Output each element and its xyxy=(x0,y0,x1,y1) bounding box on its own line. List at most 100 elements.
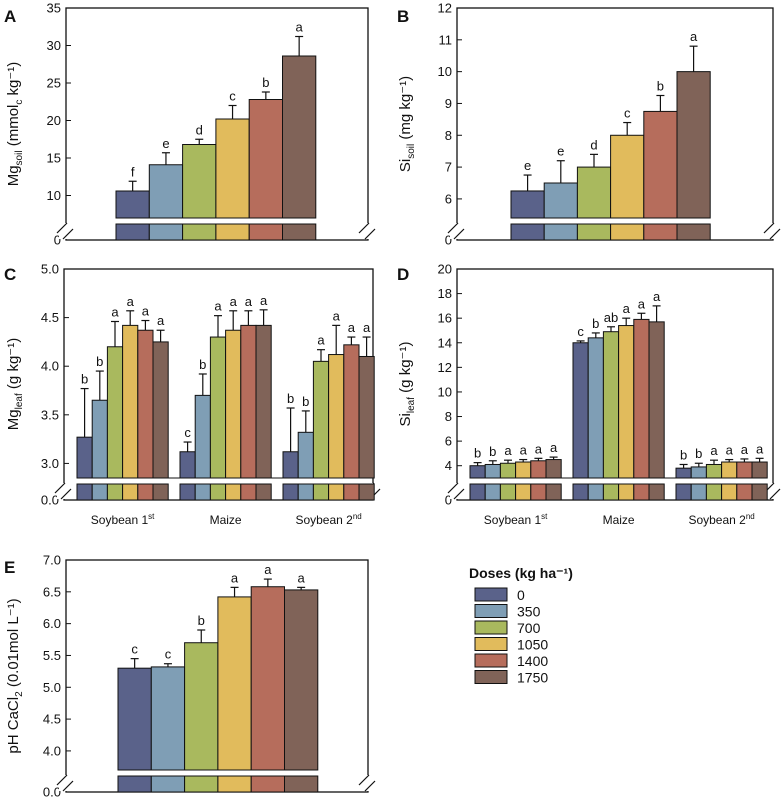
significance-letter: a xyxy=(504,443,512,458)
bar-stub xyxy=(736,483,753,501)
bar xyxy=(117,667,152,771)
category-label: Maize xyxy=(210,513,242,527)
bar xyxy=(184,642,219,771)
y-tick-label: 7.0 xyxy=(43,553,61,568)
y-tick-label: 9 xyxy=(445,96,452,111)
y-tick-label: 20 xyxy=(47,113,61,128)
significance-letter: c xyxy=(184,425,191,440)
category-label: Soybean 2nd xyxy=(688,512,754,527)
legend-label: 1400 xyxy=(517,653,548,669)
axis-break-mark xyxy=(358,222,370,234)
significance-letter: a xyxy=(363,320,371,335)
bar-stub xyxy=(106,483,124,501)
significance-letter: a xyxy=(127,294,135,309)
bar xyxy=(515,461,532,479)
y-axis-label: Sisoil (mg kg⁻¹) xyxy=(397,76,417,172)
bar-stub xyxy=(543,223,578,241)
significance-letter: a xyxy=(741,442,749,457)
bar xyxy=(122,324,139,479)
y-tick-label: 25 xyxy=(47,76,61,91)
y-tick-label: 16 xyxy=(438,311,452,326)
significance-letter: a xyxy=(231,570,239,585)
y-tick-label: 3.0 xyxy=(41,456,59,471)
significance-letter: b xyxy=(262,75,269,90)
bar-stub xyxy=(297,483,314,501)
significance-letter: a xyxy=(348,320,356,335)
significance-letter: a xyxy=(317,333,325,348)
significance-letter: c xyxy=(229,89,236,104)
bar-stub xyxy=(576,223,612,241)
panel-e: E 4.0 4.5 5.0 5.5 6.0 6.5 7.0 0.0 pH CaCl2 (0.01m… xyxy=(4,553,376,798)
bar xyxy=(572,342,589,479)
bar xyxy=(76,436,93,479)
axis-break-mark xyxy=(56,222,68,234)
y-tick-label: 15 xyxy=(47,151,61,166)
axis-break-mark xyxy=(769,228,781,240)
significance-letter: b xyxy=(474,446,481,461)
bar xyxy=(255,324,272,479)
legend-label: 1750 xyxy=(517,670,548,686)
y-tick-label: 0.0 xyxy=(41,493,59,508)
bar xyxy=(328,354,345,479)
significance-letter: a xyxy=(653,289,661,304)
bar-stub xyxy=(209,483,227,501)
significance-letter: d xyxy=(196,122,203,137)
bar xyxy=(602,331,620,479)
category-label: Maize xyxy=(603,513,635,527)
bar xyxy=(194,394,211,479)
bar-stub xyxy=(217,775,252,793)
bar xyxy=(499,462,517,479)
bar-stub xyxy=(602,483,620,501)
significance-letter: a xyxy=(520,443,528,458)
bar xyxy=(530,460,547,479)
y-tick-label: 7 xyxy=(445,160,452,175)
significance-letter: b xyxy=(695,446,702,461)
bar-stub xyxy=(150,775,186,793)
bar-stub xyxy=(675,483,692,501)
bar-stub xyxy=(705,483,723,501)
legend-label: 1050 xyxy=(517,637,548,653)
y-tick-label: 12 xyxy=(438,1,452,16)
bar xyxy=(179,451,196,479)
y-tick-label: 0.0 xyxy=(43,785,61,798)
significance-letter: b xyxy=(96,354,103,369)
axis-break-mark xyxy=(447,482,459,494)
y-tick-label: 5.0 xyxy=(41,262,59,277)
bar-stub xyxy=(690,483,707,501)
bar xyxy=(751,461,768,479)
bar xyxy=(545,459,562,479)
significance-letter: a xyxy=(638,296,646,311)
significance-letter: b xyxy=(489,444,496,459)
axis-break-mark xyxy=(453,228,465,240)
significance-letter: a xyxy=(298,570,306,585)
y-tick-label: 14 xyxy=(438,335,452,350)
bar xyxy=(248,99,283,219)
panel-b: B 6 7 8 9 10 11 12 0 Sisoil (mg kg⁻¹) e e d c b a xyxy=(397,1,781,248)
panel-letter: D xyxy=(397,265,409,284)
legend-swatch xyxy=(474,653,508,668)
bar-stub xyxy=(91,483,108,501)
significance-letter: c xyxy=(624,106,631,121)
bar-stub xyxy=(510,223,545,241)
y-tick-label: 35 xyxy=(47,1,61,16)
y-tick-label: 6 xyxy=(445,191,452,206)
bar xyxy=(543,182,578,219)
axis-break-mark xyxy=(763,222,775,234)
bar xyxy=(225,329,242,479)
panel-letter: A xyxy=(4,7,16,26)
bar-stub xyxy=(182,223,217,241)
bar-stub xyxy=(312,483,330,501)
axis-break-mark xyxy=(769,488,781,500)
significance-letter: a xyxy=(111,304,119,319)
bar xyxy=(705,463,723,479)
significance-letter: b xyxy=(199,357,206,372)
bar-stub xyxy=(255,483,272,501)
y-tick-label: 6 xyxy=(445,434,452,449)
panel-letter: B xyxy=(397,7,409,26)
bar-stub xyxy=(530,483,547,501)
axis-break-mark xyxy=(358,774,370,786)
bar-stub xyxy=(115,223,150,241)
bar xyxy=(484,463,501,479)
